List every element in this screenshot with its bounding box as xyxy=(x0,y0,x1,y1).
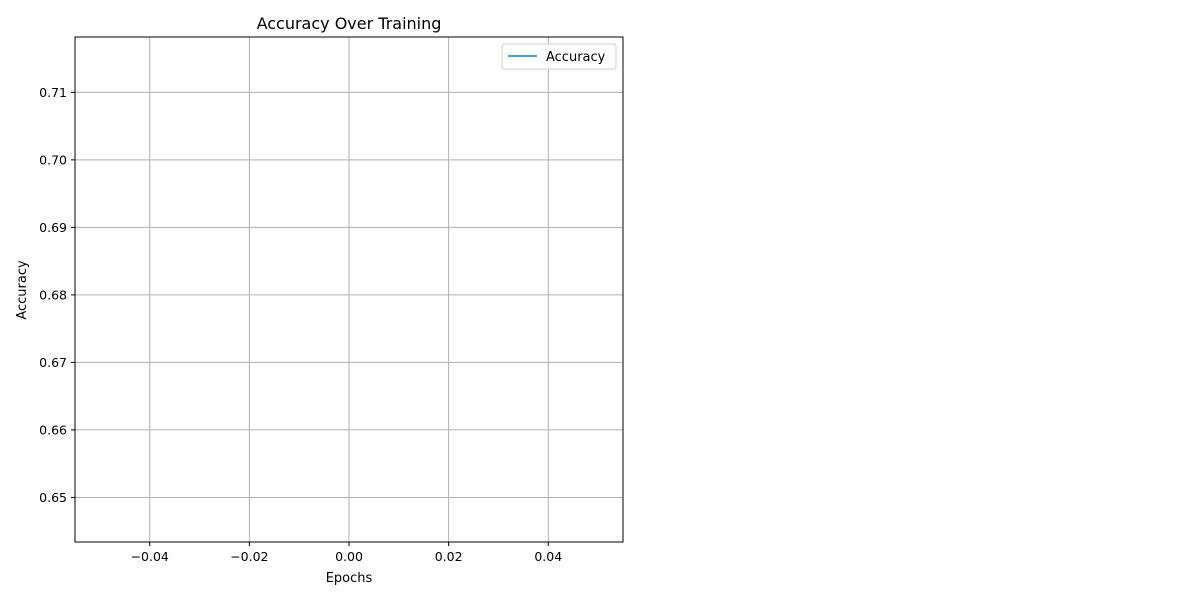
legend-label-accuracy: Accuracy xyxy=(546,50,606,65)
legend-box xyxy=(501,43,617,70)
y-tick-label: 0.65 xyxy=(39,490,67,505)
x-tick-label: 0.04 xyxy=(534,549,562,564)
x-tick-label: 0.00 xyxy=(335,549,363,564)
y-tick-label: 0.70 xyxy=(39,152,67,167)
legend: Accuracy xyxy=(501,43,617,70)
y-tick-label: 0.66 xyxy=(39,422,67,437)
x-tick-label: −0.02 xyxy=(230,549,268,564)
x-axis-ticks: −0.04 −0.02 0.00 0.02 0.04 xyxy=(131,542,562,564)
y-tick-label: 0.69 xyxy=(39,220,67,235)
y-tick-label: 0.67 xyxy=(39,355,67,370)
chart-title: Accuracy Over Training xyxy=(257,14,442,33)
y-axis-ticks: 0.65 0.66 0.67 0.68 0.69 0.70 0.71 xyxy=(39,85,75,505)
grid-lines xyxy=(75,37,623,542)
y-tick-label: 0.71 xyxy=(39,85,67,100)
y-tick-label: 0.68 xyxy=(39,287,67,302)
x-tick-label: −0.04 xyxy=(131,549,169,564)
x-tick-label: 0.02 xyxy=(435,549,463,564)
y-axis-label: Accuracy xyxy=(15,260,30,320)
x-axis-label: Epochs xyxy=(326,571,373,586)
